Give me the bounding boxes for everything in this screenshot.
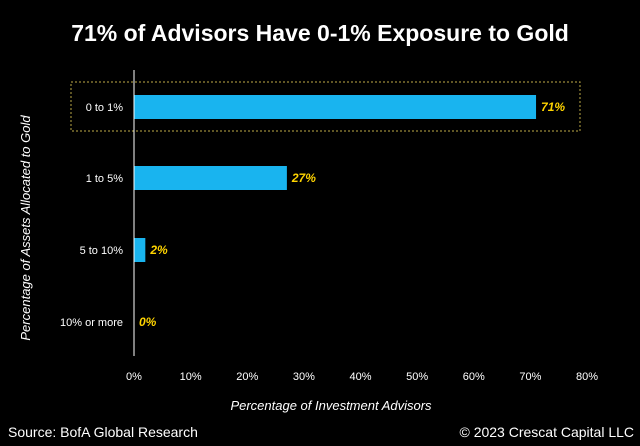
x-tick-label: 70% (519, 371, 541, 383)
category-label: 0 to 1% (86, 102, 124, 114)
x-tick-label: 20% (236, 371, 258, 383)
chart-title: 71% of Advisors Have 0-1% Exposure to Go… (71, 20, 569, 46)
source-note: Source: BofA Global Research (8, 424, 198, 440)
x-tick-label: 10% (180, 371, 202, 383)
x-tick-label: 60% (463, 371, 485, 383)
category-label: 10% or more (60, 317, 123, 329)
x-tick-label: 80% (576, 371, 598, 383)
copyright-note: © 2023 Crescat Capital LLC (459, 424, 634, 440)
data-label: 0% (139, 315, 157, 329)
y-axis-title: Percentage of Assets Allocated to Gold (18, 115, 33, 341)
x-tick-label: 50% (406, 371, 428, 383)
category-label: 1 to 5% (86, 173, 124, 185)
category-label: 5 to 10% (80, 245, 124, 257)
data-label: 2% (149, 243, 168, 257)
x-axis-title: Percentage of Investment Advisors (230, 398, 432, 413)
x-tick-label: 40% (349, 371, 371, 383)
x-tick-label: 30% (293, 371, 315, 383)
data-label: 27% (291, 171, 316, 185)
bar (134, 238, 146, 262)
highlight-box (70, 81, 581, 132)
x-tick-label: 0% (126, 371, 142, 383)
bar (134, 95, 537, 119)
data-label: 71% (541, 100, 565, 114)
bar (134, 166, 287, 190)
